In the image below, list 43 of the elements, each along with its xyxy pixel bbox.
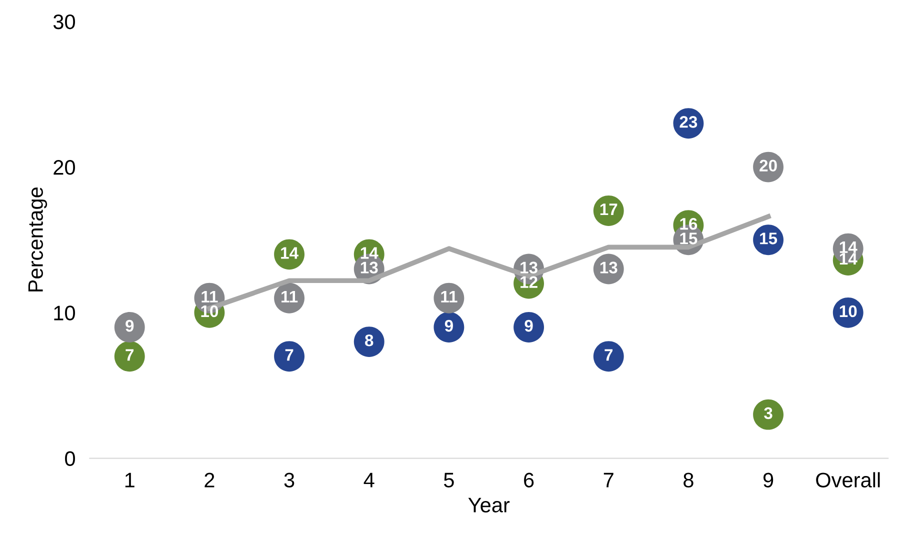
data-label: 15 bbox=[680, 232, 698, 244]
data-label: 7 bbox=[285, 349, 294, 361]
data-label: 3 bbox=[764, 407, 772, 420]
data-label: 7 bbox=[126, 349, 134, 361]
data-label: 8 bbox=[365, 334, 374, 346]
data-label: 16 bbox=[680, 218, 698, 230]
x-tick-label: 7 bbox=[604, 472, 614, 488]
data-label: 11 bbox=[202, 290, 218, 302]
y-tick-label: 20 bbox=[54, 160, 75, 175]
x-tick-label: 1 bbox=[125, 472, 134, 488]
data-label: 13 bbox=[360, 262, 378, 274]
data-label: 7 bbox=[604, 349, 613, 361]
point bbox=[593, 341, 624, 372]
point bbox=[114, 341, 145, 372]
x-tick-label: 6 bbox=[524, 472, 534, 488]
data-label: 17 bbox=[600, 204, 618, 216]
data-label: 11 bbox=[282, 290, 298, 302]
data-label: 10 bbox=[840, 305, 857, 318]
y-axis-title: Percentage bbox=[28, 188, 48, 292]
x-axis-title: Year bbox=[468, 498, 510, 512]
data-label: 9 bbox=[126, 320, 134, 332]
x-tick-label: 4 bbox=[364, 472, 374, 488]
x-tick-label: 3 bbox=[284, 472, 294, 488]
x-tick-label: 2 bbox=[204, 472, 214, 488]
data-label: 9 bbox=[444, 320, 453, 332]
data-label: 15 bbox=[760, 232, 778, 244]
data-label: 9 bbox=[524, 320, 533, 332]
data-label: 11 bbox=[441, 290, 458, 302]
data-label: 14 bbox=[840, 253, 858, 265]
y-tick-label: 0 bbox=[65, 451, 75, 466]
data-label: 20 bbox=[760, 160, 777, 172]
y-tick-label: 30 bbox=[53, 14, 75, 30]
data-label: 14 bbox=[360, 247, 378, 259]
x-tick-label: 5 bbox=[444, 472, 454, 488]
data-label: 14 bbox=[281, 247, 298, 259]
x-tick-label: 9 bbox=[763, 472, 774, 488]
data-label: 23 bbox=[680, 116, 698, 128]
data-label: 14 bbox=[840, 241, 858, 253]
data-label: 13 bbox=[600, 262, 618, 274]
data-label: 13 bbox=[520, 262, 538, 274]
x-tick-label: Overall bbox=[816, 472, 880, 488]
x-tick-label: 8 bbox=[684, 472, 694, 488]
y-tick-label: 10 bbox=[54, 306, 75, 320]
